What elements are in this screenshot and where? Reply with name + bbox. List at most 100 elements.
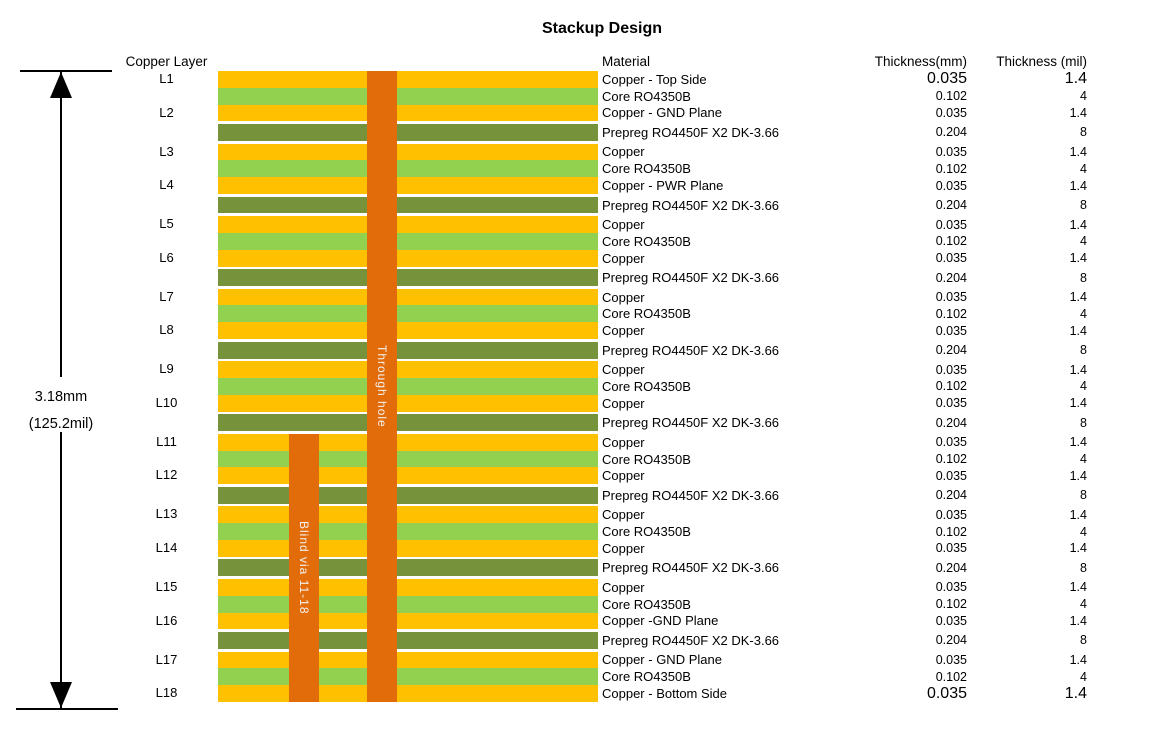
material-name: Copper [602,250,645,266]
material-row-L5: Copper 0.035 1.4 [602,216,1087,233]
layer-bar-L7 [218,288,598,306]
thickness-mil-value: 8 [1080,270,1087,285]
through-hole-label: Through hole [375,345,389,428]
thickness-mil-value: 1.4 [1069,541,1087,556]
thickness-mm-value: 0.035 [935,323,967,338]
thickness-mm-value: 0.035 [926,684,967,702]
page-title: Stackup Design [541,20,663,37]
material-row-L8: Copper 0.035 1.4 [602,322,1087,339]
thickness-mil-value: 4 [1080,89,1087,104]
material-row: Core RO4350B 0.102 4 [602,596,1087,613]
layer-bar-prepreg [218,124,598,141]
material-row: Prepreg RO4450F X2 DK-3.66 0.204 8 [602,632,1087,649]
thickness-mm-value: 0.035 [935,613,967,628]
material-row: Core RO4350B 0.102 4 [602,233,1087,250]
thickness-mil-value: 1.4 [1064,70,1087,88]
thickness-mm-value: 0.102 [935,306,967,321]
material-name: Copper [602,507,645,523]
thickness-mil-value: 1.4 [1069,435,1087,450]
material-row-L6: Copper 0.035 1.4 [602,250,1087,267]
thickness-mil-value: 8 [1080,488,1087,503]
thickness-mm-value: 0.102 [935,669,967,684]
material-row: Core RO4350B 0.102 4 [602,305,1087,322]
material-row-L16: Copper -GND Plane 0.035 1.4 [602,613,1087,630]
material-row: Prepreg RO4450F X2 DK-3.66 0.204 8 [602,197,1087,214]
thickness-mm-value: 0.035 [935,362,967,377]
thickness-mm-value: 0.204 [935,488,967,503]
material-row-L15: Copper 0.035 1.4 [602,579,1087,596]
thickness-mil-value: 4 [1080,161,1087,176]
thickness-mil-value: 1.4 [1069,178,1087,193]
material-name: Core RO4350B [602,596,691,612]
layer-label-empty [124,88,209,105]
material-row-L13: Copper 0.035 1.4 [602,506,1087,523]
thickness-mil-value: 1.4 [1069,468,1087,483]
thickness-mm-value: 0.204 [935,343,967,358]
material-name: Copper - Bottom Side [602,685,728,701]
layer-label-L17: L17 [155,651,178,667]
layer-bar-L2 [218,104,598,122]
dimension-line-lower [60,432,62,709]
thickness-mil-value: 1.4 [1069,251,1087,266]
layer-bar-core [218,595,598,613]
layer-label-empty [124,160,209,177]
material-name: Core RO4350B [602,233,691,249]
layer-label-empty [124,451,209,468]
layer-label-L6: L6 [159,249,174,265]
column-header-thickness-mil: Thickness (mil) [996,54,1087,69]
layer-bar-core [218,378,598,395]
material-row-L11: Copper 0.035 1.4 [602,434,1087,451]
thickness-mil-value: 1.4 [1069,580,1087,595]
material-name: Copper [602,289,645,305]
material-name: Prepreg RO4450F X2 DK-3.66 [602,632,780,648]
material-name: Copper [602,323,645,339]
layer-bar-L11 [218,433,598,451]
layer-label-L5: L5 [159,216,174,232]
dimension-tick-bottom [16,708,118,710]
thickness-mm-value: 0.035 [935,396,967,411]
thickness-mil-value: 1.4 [1069,396,1087,411]
column-header-thickness-mm: Thickness(mm) [874,54,967,69]
material-table-rows: Copper - Top Side 0.035 1.4 Core RO4350B 0.1… [602,70,1087,702]
layer-bar-L10 [218,394,598,412]
material-row-L12: Copper 0.035 1.4 [602,467,1087,484]
layer-bar-core [218,450,598,468]
layer-label-L16: L16 [155,612,178,628]
thickness-mil-value: 4 [1080,306,1087,321]
layer-label-empty [124,269,209,286]
thickness-mil-value: 1.4 [1069,217,1087,232]
layer-label-empty [124,124,209,141]
layer-bar-L6 [218,249,598,267]
thickness-mm-value: 0.035 [935,105,967,120]
material-name: Core RO4350B [602,378,691,394]
material-row: Prepreg RO4450F X2 DK-3.66 0.204 8 [602,124,1087,141]
thickness-mm-value: 0.035 [935,144,967,159]
layer-bar-prepreg [218,269,598,286]
layer-bar-L18 [218,685,598,702]
layer-bar-prepreg [218,559,598,577]
thickness-mm-value: 0.035 [935,652,967,667]
blind-via: Blind via 11-18 [289,434,319,702]
thickness-mil-value: 1.4 [1064,684,1087,702]
layer-bar-prepreg [218,196,598,214]
thickness-mm-value: 0.035 [935,217,967,232]
layer-label-L2: L2 [159,104,174,120]
material-row-L17: Copper - GND Plane 0.035 1.4 [602,652,1087,669]
layer-label-L7: L7 [159,288,174,304]
material-name: Copper [602,434,645,450]
material-name: Copper [602,395,645,411]
layer-label-L11: L11 [156,433,177,449]
material-row: Core RO4350B 0.102 4 [602,378,1087,395]
thickness-mm-value: 0.035 [935,468,967,483]
material-row-L14: Copper 0.035 1.4 [602,540,1087,557]
material-row: Prepreg RO4450F X2 DK-3.66 0.204 8 [602,487,1087,504]
dimension-tick-top [20,70,112,72]
layer-label-L12: L12 [155,467,178,483]
dimension-line-upper [60,71,62,377]
thickness-mm-value: 0.035 [935,290,967,305]
material-name: Prepreg RO4450F X2 DK-3.66 [602,487,780,503]
thickness-mm-value: 0.102 [935,161,967,176]
thickness-mil-value: 4 [1080,234,1087,249]
material-row-L10: Copper 0.035 1.4 [602,395,1087,412]
thickness-mil-value: 4 [1080,597,1087,612]
